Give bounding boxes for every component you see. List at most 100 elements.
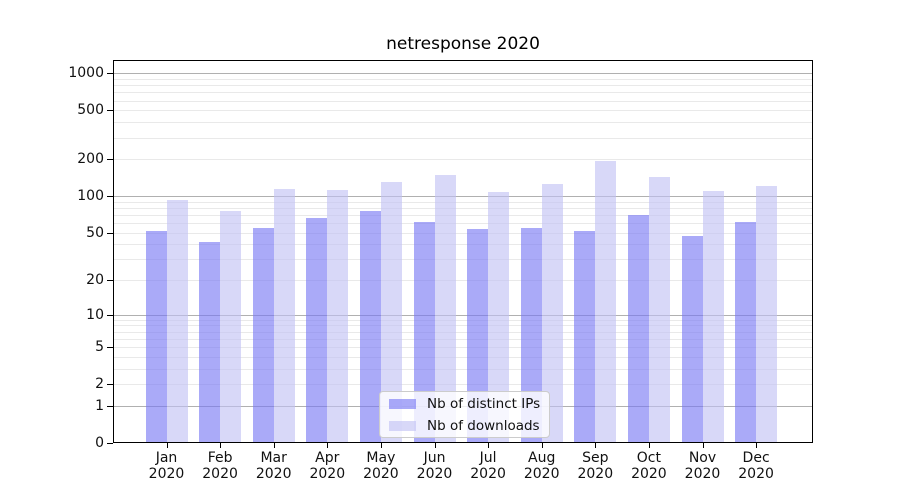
- minor-gridline: [113, 78, 813, 80]
- y-tick-label: 1: [95, 397, 104, 414]
- bar-downloads: [541, 183, 563, 443]
- minor-gridline: [113, 159, 813, 161]
- bar-downloads: [434, 174, 456, 443]
- y-tick-mark: [107, 314, 113, 316]
- minor-gridline: [113, 232, 813, 234]
- bar-distinct-ips: [252, 227, 274, 443]
- minor-gridline: [113, 201, 813, 203]
- legend-swatch-ips-icon: [389, 398, 416, 409]
- chart-title: netresponse 2020: [386, 34, 540, 54]
- x-tick-label: Dec 2020: [738, 450, 774, 482]
- legend-item-distinct-ips: Nb of distinct IPs: [389, 396, 540, 412]
- y-tick-label: 10: [86, 306, 104, 323]
- x-tick-mark: [702, 443, 704, 448]
- bar-distinct-ips: [413, 222, 435, 443]
- x-tick-label: Oct 2020: [631, 450, 667, 482]
- minor-gridline: [113, 92, 813, 94]
- minor-gridline: [113, 259, 813, 261]
- minor-gridline: [113, 207, 813, 209]
- minor-gridline: [113, 384, 813, 386]
- x-tick-label: Feb 2020: [202, 450, 238, 482]
- y-tick-label: 0: [95, 435, 104, 451]
- minor-gridline: [113, 137, 813, 139]
- major-gridline: [113, 314, 813, 316]
- minor-gridline: [113, 325, 813, 327]
- y-tick-mark: [107, 405, 113, 407]
- legend: Nb of distinct IPs Nb of downloads: [379, 391, 551, 438]
- x-tick-mark: [595, 443, 597, 448]
- bar-distinct-ips: [735, 222, 757, 443]
- y-tick-mark: [107, 232, 113, 234]
- minor-gridline: [113, 122, 813, 124]
- x-tick-mark: [434, 443, 436, 448]
- y-tick-label: 100: [77, 187, 104, 204]
- bar-downloads: [756, 186, 778, 443]
- x-tick-label: Jan 2020: [148, 450, 185, 482]
- bar-downloads: [702, 191, 724, 443]
- minor-gridline: [113, 214, 813, 216]
- minor-gridline: [113, 347, 813, 349]
- bar-downloads: [327, 190, 349, 443]
- major-gridline: [113, 73, 813, 75]
- x-tick-label: Sep 2020: [577, 450, 614, 482]
- legend-label-ips: Nb of distinct IPs: [427, 395, 541, 412]
- y-tick-mark: [107, 110, 113, 112]
- x-tick-label: Apr 2020: [309, 450, 346, 482]
- x-tick-label: Aug 2020: [523, 450, 560, 482]
- x-tick-mark: [327, 443, 329, 448]
- x-tick-mark: [541, 443, 543, 448]
- minor-gridline: [113, 319, 813, 321]
- x-tick-mark: [648, 443, 650, 448]
- y-tick-mark: [107, 159, 113, 161]
- bar-downloads: [273, 189, 295, 443]
- y-tick-label: 500: [77, 102, 104, 119]
- x-tick-mark: [220, 443, 222, 448]
- minor-gridline: [113, 280, 813, 282]
- x-tick-mark: [756, 443, 758, 448]
- bar-distinct-ips: [627, 214, 649, 443]
- bar-downloads: [648, 177, 670, 443]
- bar-downloads: [488, 191, 510, 443]
- y-tick-label: 1000: [68, 65, 104, 82]
- y-tick-mark: [107, 73, 113, 75]
- bar-distinct-ips: [199, 241, 221, 443]
- bar-downloads: [220, 210, 242, 443]
- bar-distinct-ips: [145, 230, 167, 443]
- x-tick-mark: [166, 443, 168, 448]
- minor-gridline: [113, 244, 813, 246]
- bar-downloads: [166, 199, 188, 443]
- minor-gridline: [113, 110, 813, 112]
- bar-distinct-ips: [681, 235, 703, 443]
- x-tick-label: May 2020: [363, 450, 399, 482]
- minor-gridline: [113, 368, 813, 370]
- bar-distinct-ips: [574, 230, 596, 443]
- legend-item-downloads: Nb of downloads: [389, 418, 540, 434]
- minor-gridline: [113, 222, 813, 224]
- y-tick-mark: [107, 280, 113, 282]
- y-tick-label: 20: [86, 272, 104, 289]
- y-tick-mark: [107, 443, 113, 444]
- y-tick-mark: [107, 195, 113, 197]
- x-tick-mark: [488, 443, 490, 448]
- x-tick-label: Jun 2020: [416, 450, 453, 482]
- minor-gridline: [113, 85, 813, 87]
- y-tick-label: 50: [86, 224, 104, 241]
- x-tick-mark: [380, 443, 382, 448]
- y-tick-label: 2: [95, 376, 104, 393]
- minor-gridline: [113, 356, 813, 358]
- minor-gridline: [113, 331, 813, 333]
- bar-distinct-ips: [306, 217, 328, 443]
- y-tick-mark: [107, 384, 113, 386]
- y-tick-label: 5: [95, 339, 104, 356]
- bar-distinct-ips: [520, 227, 542, 443]
- x-tick-label: Nov 2020: [684, 450, 721, 482]
- y-tick-label: 200: [77, 151, 104, 168]
- minor-gridline: [113, 100, 813, 102]
- y-tick-mark: [107, 347, 113, 349]
- bar-distinct-ips: [359, 211, 381, 443]
- bar-downloads: [595, 161, 617, 443]
- plot-area: [113, 60, 813, 443]
- legend-swatch-downloads-icon: [389, 420, 416, 431]
- bar-downloads: [380, 182, 402, 443]
